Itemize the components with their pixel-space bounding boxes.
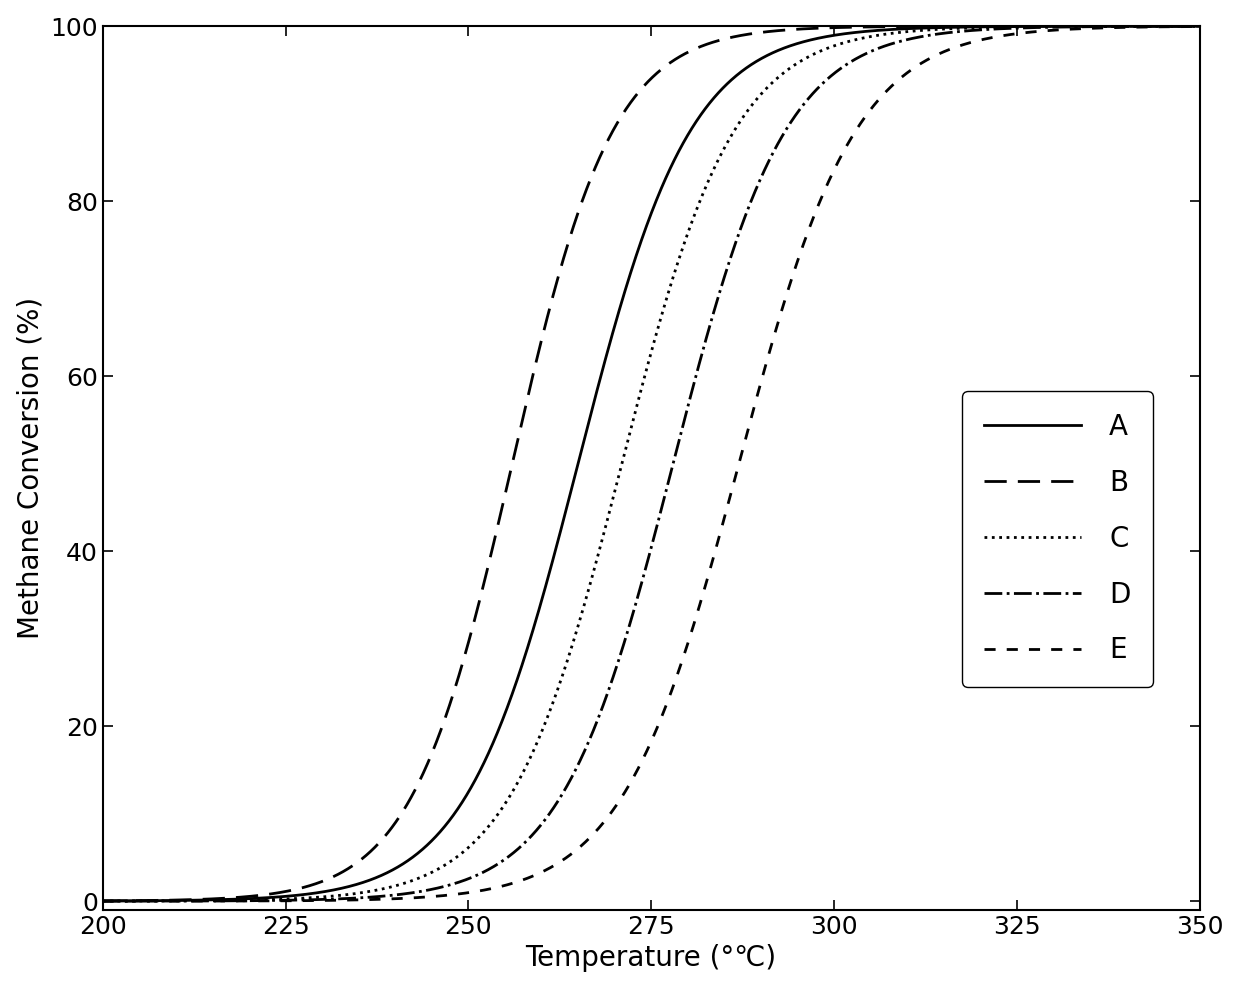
A [629,250,644,262]
B [599,136,614,148]
B [151,894,166,906]
A [959,21,973,33]
Line: B: B [103,26,1199,901]
E [151,895,166,907]
C [599,515,614,527]
D [151,895,166,907]
C [151,895,166,907]
B [1159,20,1174,32]
Line: D: D [103,27,1199,901]
A [1159,20,1174,32]
C [1192,20,1207,32]
Legend: A, B, C, D, E: A, B, C, D, E [962,391,1153,686]
C [629,403,644,414]
E [959,38,973,49]
B [959,21,973,33]
D [95,895,110,907]
D [599,688,614,700]
B [95,895,110,907]
C [1159,21,1174,33]
B [1161,20,1176,32]
Line: A: A [103,26,1199,901]
A [1192,20,1207,32]
X-axis label: Temperature (°℃): Temperature (°℃) [526,944,776,972]
C [95,895,110,907]
A [1161,20,1176,32]
C [1161,21,1176,33]
E [95,895,110,907]
C [959,22,973,34]
A [151,895,166,907]
E [1161,21,1176,33]
B [1192,20,1207,32]
Y-axis label: Methane Conversion (%): Methane Conversion (%) [16,297,45,639]
E [1192,21,1207,33]
Line: C: C [103,26,1199,901]
E [599,812,614,824]
E [1159,21,1174,33]
A [599,347,614,359]
D [629,596,644,608]
D [1159,21,1174,33]
D [1192,21,1207,33]
D [959,25,973,37]
B [629,89,644,101]
E [629,766,644,778]
A [95,895,110,907]
Line: E: E [103,27,1199,901]
D [1161,21,1176,33]
